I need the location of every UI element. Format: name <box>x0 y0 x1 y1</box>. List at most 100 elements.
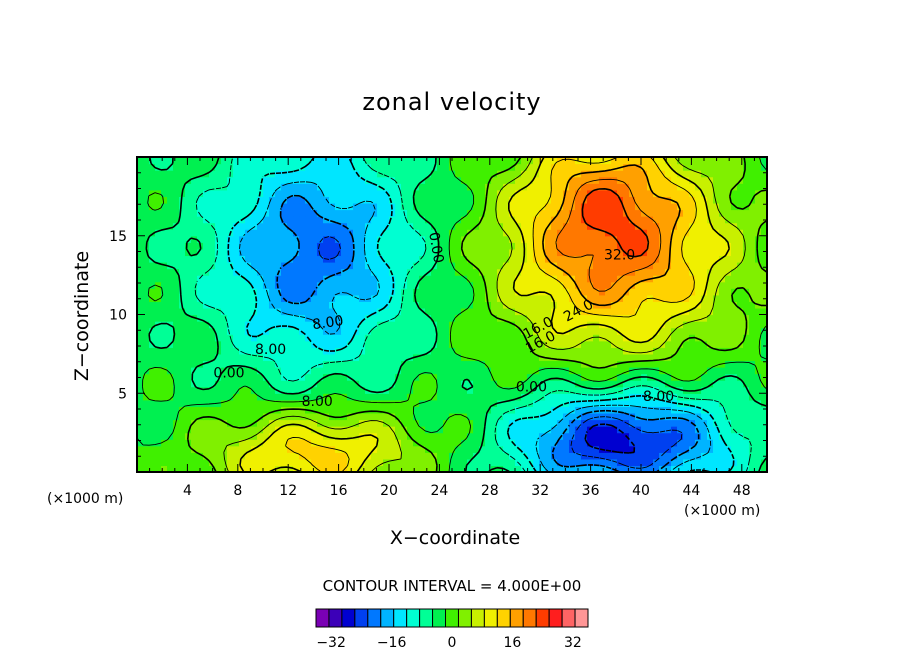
field-cell <box>485 465 492 473</box>
field-cell <box>647 399 654 407</box>
field-cell <box>269 262 276 270</box>
field-cell <box>605 294 612 302</box>
field-cell <box>695 216 702 224</box>
field-cell <box>209 334 216 342</box>
field-cell <box>653 202 660 211</box>
field-cell <box>209 419 216 427</box>
field-cell <box>233 380 240 388</box>
field-cell <box>251 439 258 447</box>
field-cell <box>497 452 504 460</box>
field-cell <box>635 353 642 362</box>
field-cell <box>725 465 732 473</box>
field-cell <box>533 189 540 197</box>
field-cell <box>503 248 510 257</box>
field-cell <box>683 439 690 447</box>
field-cell <box>413 222 420 230</box>
field-cell <box>311 275 318 283</box>
field-cell <box>551 367 558 375</box>
field-cell <box>335 406 342 414</box>
field-cell <box>329 380 336 388</box>
field-cell <box>563 196 570 204</box>
field-cell <box>491 170 498 178</box>
field-cell <box>455 242 462 250</box>
field-cell <box>749 445 756 453</box>
field-cell <box>203 222 210 230</box>
field-cell <box>335 202 342 211</box>
field-cell <box>329 294 336 302</box>
field-cell <box>347 321 354 329</box>
field-cell <box>197 209 204 217</box>
field-cell <box>257 327 264 335</box>
field-cell <box>449 288 456 296</box>
field-cell <box>671 281 678 289</box>
field-cell <box>503 426 510 434</box>
field-cell <box>593 222 600 230</box>
field-cell <box>353 307 360 316</box>
field-cell <box>467 157 474 165</box>
field-cell <box>311 373 318 381</box>
field-cell <box>263 419 270 427</box>
field-cell <box>617 268 624 276</box>
field-cell <box>329 281 336 289</box>
field-cell <box>701 458 708 467</box>
field-cell <box>377 367 384 375</box>
field-cell <box>437 229 444 237</box>
field-cell <box>317 262 324 270</box>
field-cell <box>761 189 768 197</box>
field-cell <box>509 393 516 401</box>
field-cell <box>473 176 480 184</box>
field-cell <box>173 458 180 467</box>
field-cell <box>239 367 246 375</box>
field-cell <box>713 386 720 394</box>
field-cell <box>641 432 648 440</box>
field-cell <box>599 458 606 467</box>
field-cell <box>281 189 288 197</box>
field-cell <box>719 399 726 407</box>
field-cell <box>629 334 636 342</box>
field-cell <box>449 393 456 401</box>
field-cell <box>701 373 708 381</box>
field-cell <box>725 426 732 434</box>
field-cell <box>245 170 252 178</box>
field-cell <box>635 183 642 191</box>
field-cell <box>359 406 366 414</box>
field-cell <box>305 439 312 447</box>
field-cell <box>287 222 294 230</box>
field-cell <box>653 380 660 388</box>
field-cell <box>503 399 510 407</box>
field-cell <box>665 170 672 178</box>
field-cell <box>407 465 414 473</box>
field-cell <box>497 458 504 467</box>
field-cell <box>167 307 174 316</box>
field-cell <box>635 314 642 322</box>
field-cell <box>497 439 504 447</box>
field-cell <box>185 235 192 243</box>
field-cell <box>425 465 432 473</box>
field-cell <box>725 183 732 191</box>
field-cell <box>479 202 486 211</box>
field-cell <box>185 340 192 348</box>
field-cell <box>623 255 630 263</box>
field-cell <box>443 176 450 184</box>
field-cell <box>353 222 360 230</box>
field-cell <box>383 439 390 447</box>
field-cell <box>539 294 546 302</box>
field-cell <box>731 209 738 217</box>
field-cell <box>299 157 306 165</box>
field-cell <box>449 445 456 453</box>
field-cell <box>725 380 732 388</box>
field-cell <box>695 314 702 322</box>
field-cell <box>509 327 516 335</box>
field-cell <box>761 248 768 257</box>
field-cell <box>395 458 402 467</box>
field-cell <box>455 262 462 270</box>
field-cell <box>497 209 504 217</box>
field-cell <box>719 268 726 276</box>
field-cell <box>743 248 750 257</box>
field-cell <box>233 412 240 421</box>
field-cell <box>545 465 552 473</box>
field-cell <box>455 327 462 335</box>
field-cell <box>377 353 384 362</box>
field-cell <box>251 183 258 191</box>
field-cell <box>491 412 498 421</box>
